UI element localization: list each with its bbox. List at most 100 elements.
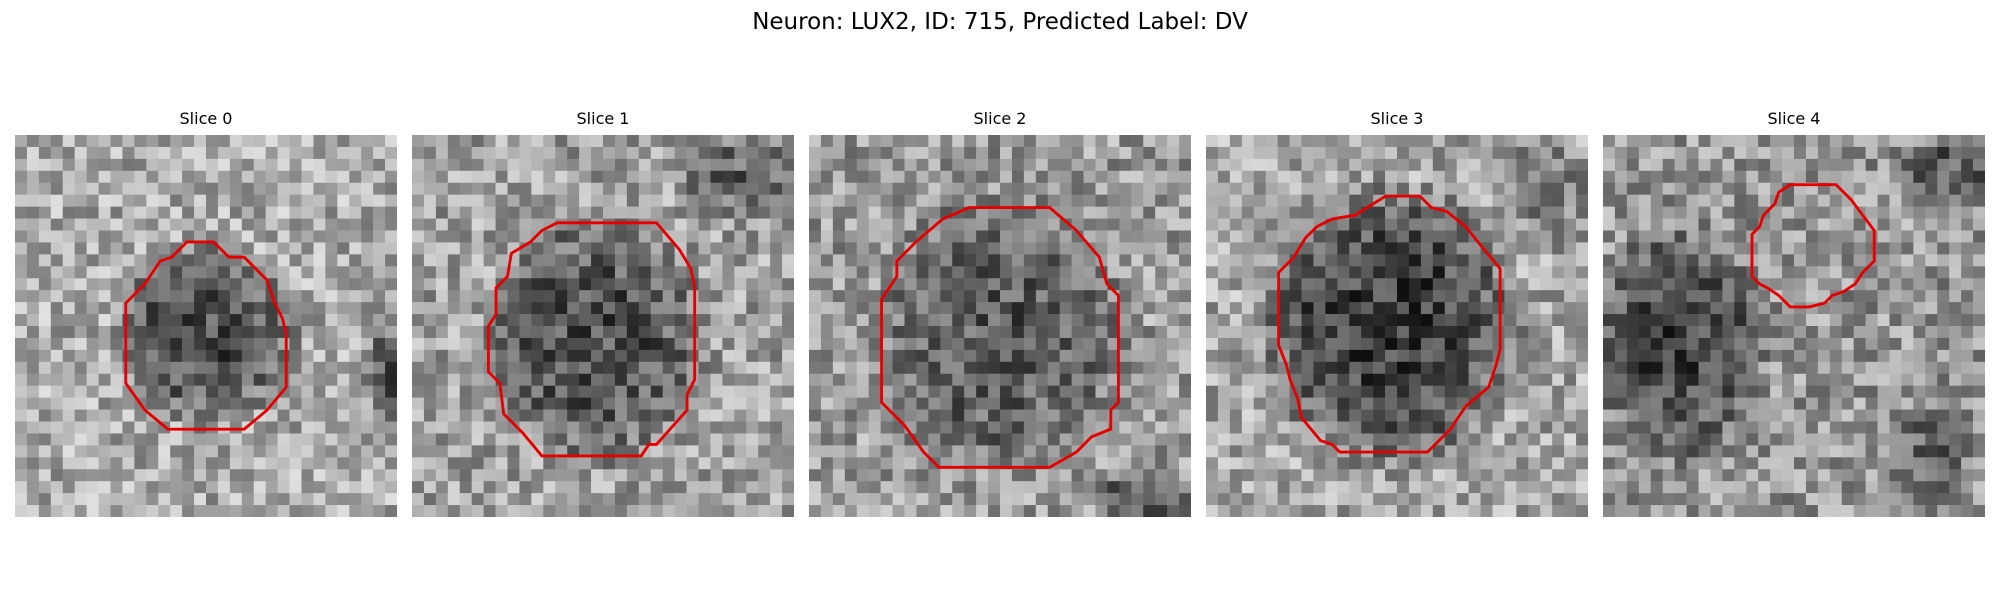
pixel (1734, 302, 1747, 315)
pixel (1961, 385, 1974, 398)
pixel (1674, 302, 1687, 315)
pixel (325, 361, 338, 375)
pixel (361, 493, 374, 506)
pixel (1107, 194, 1120, 207)
pixel (1638, 230, 1652, 243)
slice-3-image (1206, 135, 1588, 517)
pixel (447, 182, 461, 195)
pixel (928, 326, 941, 339)
pixel (15, 409, 28, 422)
pixel (423, 337, 437, 351)
pixel (1468, 373, 1481, 386)
pixel (361, 170, 374, 184)
pixel (940, 373, 953, 386)
pixel (1650, 182, 1663, 195)
pixel (62, 146, 75, 160)
pixel (158, 230, 171, 243)
pixel (603, 469, 616, 482)
pixel (1564, 135, 1577, 148)
pixel (1782, 349, 1795, 363)
pixel (1373, 206, 1386, 219)
pixel (591, 314, 604, 327)
pixel (217, 170, 231, 184)
pixel (62, 302, 75, 315)
pixel (1552, 302, 1565, 315)
pixel (1143, 505, 1156, 517)
pixel (638, 194, 652, 207)
pixel (976, 349, 989, 363)
pixel (50, 361, 64, 375)
pixel (337, 302, 350, 315)
pixel (1805, 373, 1819, 386)
pixel (782, 433, 794, 446)
pixel (1468, 326, 1481, 339)
pixel (74, 218, 87, 231)
pixel (289, 397, 302, 410)
pixel (868, 493, 881, 506)
pixel (1131, 433, 1144, 446)
pixel (98, 385, 111, 398)
pixel (1047, 469, 1060, 482)
pixel (1841, 146, 1854, 160)
pixel (782, 397, 794, 410)
pixel (1901, 445, 1914, 458)
pixel (1865, 337, 1878, 351)
pixel (62, 481, 75, 494)
pixel (579, 206, 592, 219)
pixel (1241, 278, 1255, 291)
pixel (1420, 242, 1434, 255)
pixel (844, 254, 858, 267)
pixel (1023, 314, 1037, 327)
pixel (567, 481, 580, 494)
pixel (1083, 445, 1096, 458)
pixel (638, 182, 652, 195)
pixel (1023, 242, 1037, 255)
pixel (1710, 433, 1723, 446)
pixel (1206, 349, 1219, 363)
pixel (229, 457, 243, 470)
pixel (1444, 373, 1457, 386)
pixel (1552, 230, 1565, 243)
pixel (567, 290, 580, 303)
pixel (1650, 230, 1663, 243)
pixel (734, 206, 747, 219)
pixel (662, 302, 675, 315)
pixel (1877, 337, 1890, 351)
pixel (1131, 445, 1144, 458)
pixel (892, 278, 905, 291)
pixel (519, 302, 532, 315)
pixel (1949, 135, 1962, 148)
pixel (194, 158, 207, 172)
pixel (62, 230, 75, 243)
pixel (603, 135, 616, 148)
pixel (904, 146, 917, 160)
pixel (1420, 493, 1434, 506)
pixel (1576, 206, 1588, 219)
pixel (1349, 242, 1362, 255)
pixel (1650, 433, 1663, 446)
pixel (626, 314, 640, 327)
pixel (194, 278, 207, 291)
pixel (904, 218, 917, 231)
pixel (1385, 194, 1398, 207)
pixel (1674, 445, 1687, 458)
pixel (1456, 266, 1469, 279)
pixel (988, 170, 1001, 184)
pixel (650, 254, 663, 267)
pixel (1229, 433, 1243, 446)
pixel (1107, 445, 1120, 458)
pixel (1492, 326, 1505, 339)
pixel (567, 170, 580, 184)
pixel (1794, 290, 1807, 303)
pixel (1253, 361, 1266, 375)
pixel (1516, 302, 1529, 315)
panel-title-slice-3: Slice 3 (1370, 109, 1424, 128)
pixel (86, 397, 99, 410)
pixel (928, 170, 941, 184)
pixel (50, 337, 64, 351)
pixel (1961, 266, 1974, 279)
pixel (1552, 445, 1565, 458)
pixel (1397, 254, 1410, 267)
pixel (507, 158, 520, 172)
pixel (614, 218, 628, 231)
